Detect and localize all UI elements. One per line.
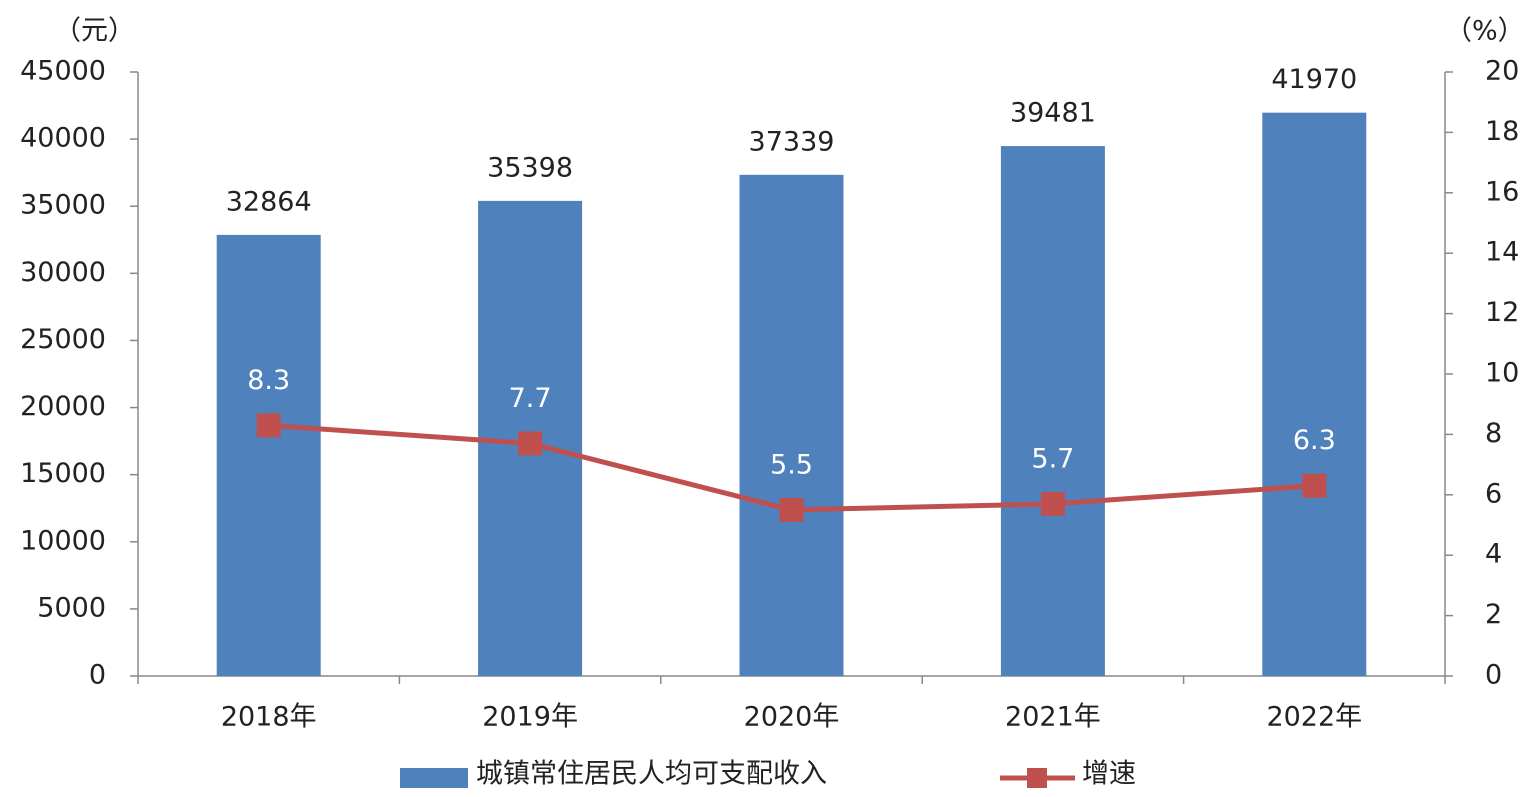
y2-tick-label: 18 [1485, 116, 1519, 147]
y2-tick-label: 10 [1485, 358, 1519, 389]
y-tick-label: 5000 [37, 592, 106, 623]
y2-tick-label: 6 [1485, 478, 1502, 509]
y2-tick-label: 20 [1485, 56, 1519, 87]
bar [1262, 112, 1367, 677]
y-unit: （元） [54, 16, 135, 47]
legend-swatch-marker [1027, 768, 1047, 788]
y-tick-label: 15000 [20, 458, 106, 489]
bar-value-label: 39481 [1010, 98, 1096, 129]
y2-tick-label: 16 [1485, 176, 1519, 207]
bar-value-label: 41970 [1271, 64, 1357, 95]
y-tick-label: 10000 [20, 525, 106, 556]
y2-tick-label: 14 [1485, 237, 1519, 268]
line-marker [1302, 473, 1327, 498]
legend-label: 城镇常住居民人均可支配收入 [476, 759, 827, 790]
y2-tick-label: 0 [1485, 660, 1502, 691]
line-value-label: 5.5 [770, 449, 813, 480]
y-tick-label: 30000 [20, 257, 106, 288]
y-tick-label: 35000 [20, 190, 106, 221]
bar-value-label: 32864 [226, 186, 312, 217]
x-tick-label: 2021年 [1005, 702, 1101, 733]
line-value-label: 5.7 [1031, 443, 1074, 474]
y-tick-label: 40000 [20, 123, 106, 154]
y-tick-label: 20000 [20, 391, 106, 422]
legend: 城镇常住居民人均可支配收入 增速 [400, 759, 1136, 790]
x-tick-label: 2019年 [482, 702, 578, 733]
bar-value-label: 35398 [487, 152, 573, 183]
x-tick-label: 2018年 [221, 702, 317, 733]
bar [739, 174, 844, 677]
y-tick-label: 25000 [20, 324, 106, 355]
line-value-label: 8.3 [247, 365, 290, 396]
y2-tick-label: 4 [1485, 539, 1502, 570]
line-marker [779, 497, 804, 522]
line-marker [256, 413, 281, 438]
bar [216, 234, 321, 676]
bar [1000, 146, 1105, 676]
y2-tick-label: 12 [1485, 297, 1519, 328]
y2-unit: （%） [1445, 16, 1525, 47]
line-value-label: 7.7 [509, 383, 552, 414]
x-tick-label: 2022年 [1266, 702, 1362, 733]
legend-swatch-bar [400, 768, 468, 788]
line-value-label: 6.3 [1293, 425, 1336, 456]
y-tick-label: 45000 [20, 56, 106, 87]
y-tick-label: 0 [89, 660, 106, 691]
legend-label: 增速 [1082, 759, 1136, 790]
line-marker [518, 431, 543, 456]
x-tick-label: 2020年 [744, 702, 840, 733]
y2-tick-label: 8 [1485, 418, 1502, 449]
bar-value-label: 37339 [749, 126, 835, 157]
line-marker [1040, 491, 1065, 516]
y2-tick-label: 2 [1485, 599, 1502, 630]
